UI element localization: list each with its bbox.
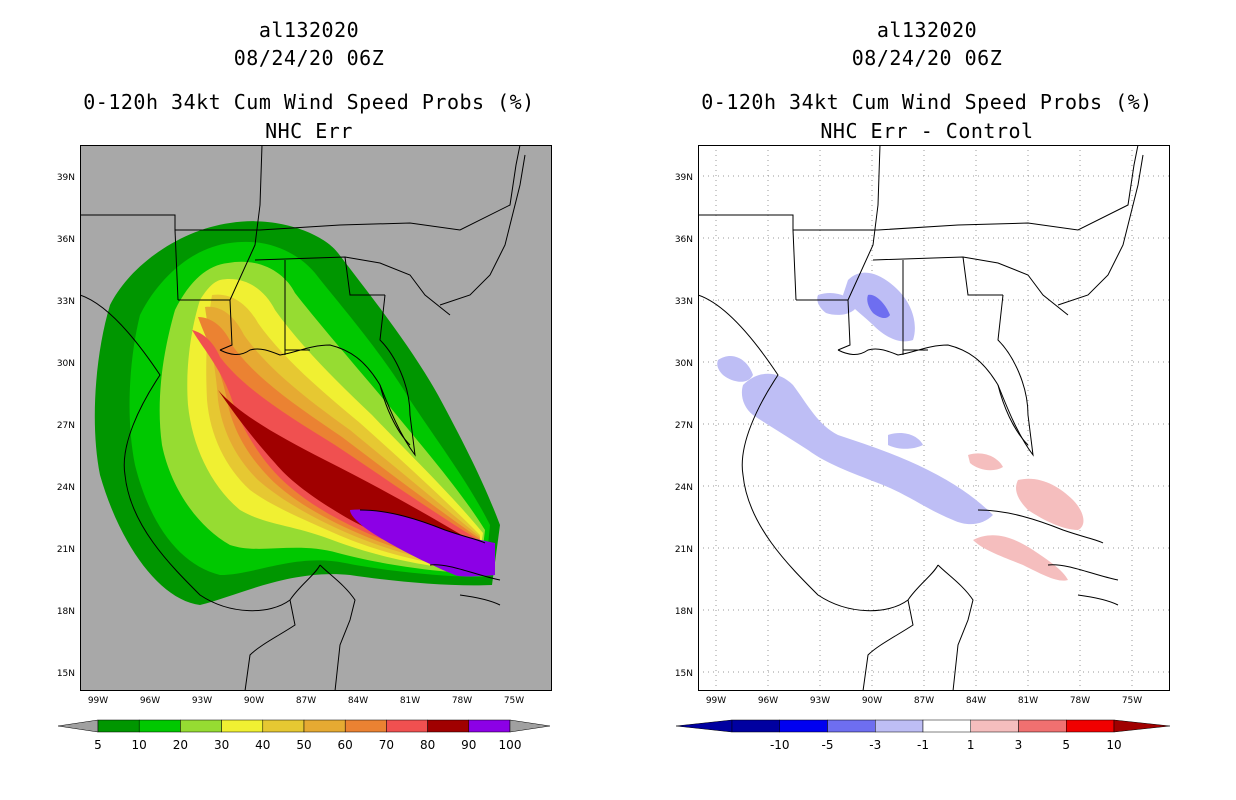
legend-color-box	[221, 719, 264, 733]
legend-color-box	[427, 719, 470, 733]
legend-color-box	[180, 719, 222, 733]
lat-label: 15N	[56, 669, 75, 679]
legend-label: 80	[419, 738, 436, 752]
legend-label: 90	[461, 738, 477, 752]
lat-label: 30N	[56, 359, 75, 369]
legend-color-box	[303, 719, 346, 733]
subtitle: NHC Err	[265, 119, 353, 143]
legend-label: 40	[255, 738, 271, 752]
probability-map	[80, 145, 552, 691]
legend-color-box	[827, 719, 876, 733]
legend-label: 5	[94, 738, 102, 752]
product-title: 0-120h 34kt Cum Wind Speed Probs (%)	[83, 90, 535, 114]
legend-label: -5	[821, 738, 834, 752]
map-frame	[80, 145, 552, 691]
lat-label: 24N	[56, 483, 75, 493]
datetime-title: 08/24/20 06Z	[233, 46, 385, 70]
coastlines	[698, 145, 1144, 691]
legend-color-box	[1066, 719, 1115, 733]
difference-legend	[676, 719, 1170, 733]
difference-map	[698, 145, 1170, 691]
right-panel: al132020 08/24/20 06Z 0-120h 34kt Cum Wi…	[618, 0, 1236, 800]
legend-color-box	[922, 719, 971, 733]
lat-label: 36N	[56, 235, 75, 245]
legend-label: 1	[966, 738, 975, 752]
lon-label: 99W	[705, 696, 727, 706]
probability-legend	[58, 719, 551, 733]
legend-label: 30	[213, 738, 230, 752]
legend-color-box	[779, 719, 828, 733]
legend-color-box	[138, 719, 181, 733]
left-panel: al132020 08/24/20 06Z 0-120h 34kt Cum Wi…	[56, 18, 552, 752]
lon-label: 75W	[1121, 696, 1143, 706]
storm-id-title: al132020	[876, 18, 978, 42]
lon-label: 93W	[191, 696, 213, 706]
lon-label: 81W	[399, 696, 421, 706]
legend-label: 20	[172, 738, 189, 752]
lon-label: 78W	[1069, 696, 1091, 706]
lon-label: 96W	[139, 696, 161, 706]
lat-label: 33N	[674, 297, 693, 307]
legend-color-box	[1018, 719, 1067, 733]
lat-label: 18N	[56, 607, 75, 617]
lon-label: 84W	[965, 696, 987, 706]
lat-label: 36N	[674, 235, 693, 245]
legend-left-arrow	[58, 719, 99, 733]
lat-label: 24N	[674, 483, 693, 493]
legend-color-box	[262, 719, 305, 733]
lat-label: 15N	[674, 669, 693, 679]
legend-label: -1	[917, 738, 929, 752]
lon-label: 90W	[243, 696, 265, 706]
legend-label: 10	[131, 738, 147, 752]
storm-id-title: al132020	[258, 18, 360, 42]
lon-label: 87W	[913, 696, 935, 706]
legend-color-box	[344, 719, 387, 733]
positive-differences	[968, 453, 1084, 581]
map-frame	[698, 145, 1170, 691]
lat-label: 21N	[56, 545, 75, 555]
lat-label: 39N	[56, 173, 75, 183]
lat-label: 27N	[674, 421, 693, 431]
legend-color-box	[97, 719, 140, 733]
probability-swath	[94, 221, 500, 605]
subtitle: NHC Err - Control	[820, 119, 1034, 143]
lon-label: 90W	[861, 696, 883, 706]
lon-label: 78W	[451, 696, 473, 706]
legend-label: 50	[296, 738, 312, 752]
datetime-title: 08/24/20 06Z	[851, 46, 1003, 70]
lon-label: 93W	[809, 696, 831, 706]
lon-label: 87W	[295, 696, 317, 706]
legend-label: 100	[498, 738, 522, 752]
legend-right-arrow	[1113, 719, 1170, 733]
lon-label: 96W	[757, 696, 779, 706]
legend-color-box	[386, 719, 428, 733]
legend-color-box	[731, 719, 780, 733]
legend-label: -3	[869, 738, 882, 752]
legend-right-arrow	[509, 719, 551, 733]
legend-color-box	[468, 719, 511, 733]
contour-90	[350, 509, 495, 577]
legend-label: 3	[1014, 738, 1023, 752]
legend-label: 10	[1106, 738, 1122, 752]
legend-color-box	[970, 719, 1019, 733]
legend-color-box	[875, 719, 924, 733]
lon-label: 75W	[503, 696, 525, 706]
lat-label: 33N	[56, 297, 75, 307]
legend-label: 70	[378, 738, 395, 752]
negative-differences	[717, 272, 993, 525]
lat-label: 30N	[674, 359, 693, 369]
legend-label: 60	[337, 738, 353, 752]
lat-label: 27N	[56, 421, 75, 431]
lon-label: 81W	[1017, 696, 1039, 706]
lat-label: 39N	[674, 173, 693, 183]
coastlines	[80, 145, 526, 691]
lon-label: 99W	[87, 696, 109, 706]
product-title: 0-120h 34kt Cum Wind Speed Probs (%)	[701, 90, 1153, 114]
legend-label: 5	[1062, 738, 1071, 752]
lat-label: 18N	[674, 607, 693, 617]
lat-label: 21N	[674, 545, 693, 555]
legend-left-arrow	[676, 719, 733, 733]
lon-label: 84W	[347, 696, 369, 706]
legend-label: -10	[769, 738, 790, 752]
